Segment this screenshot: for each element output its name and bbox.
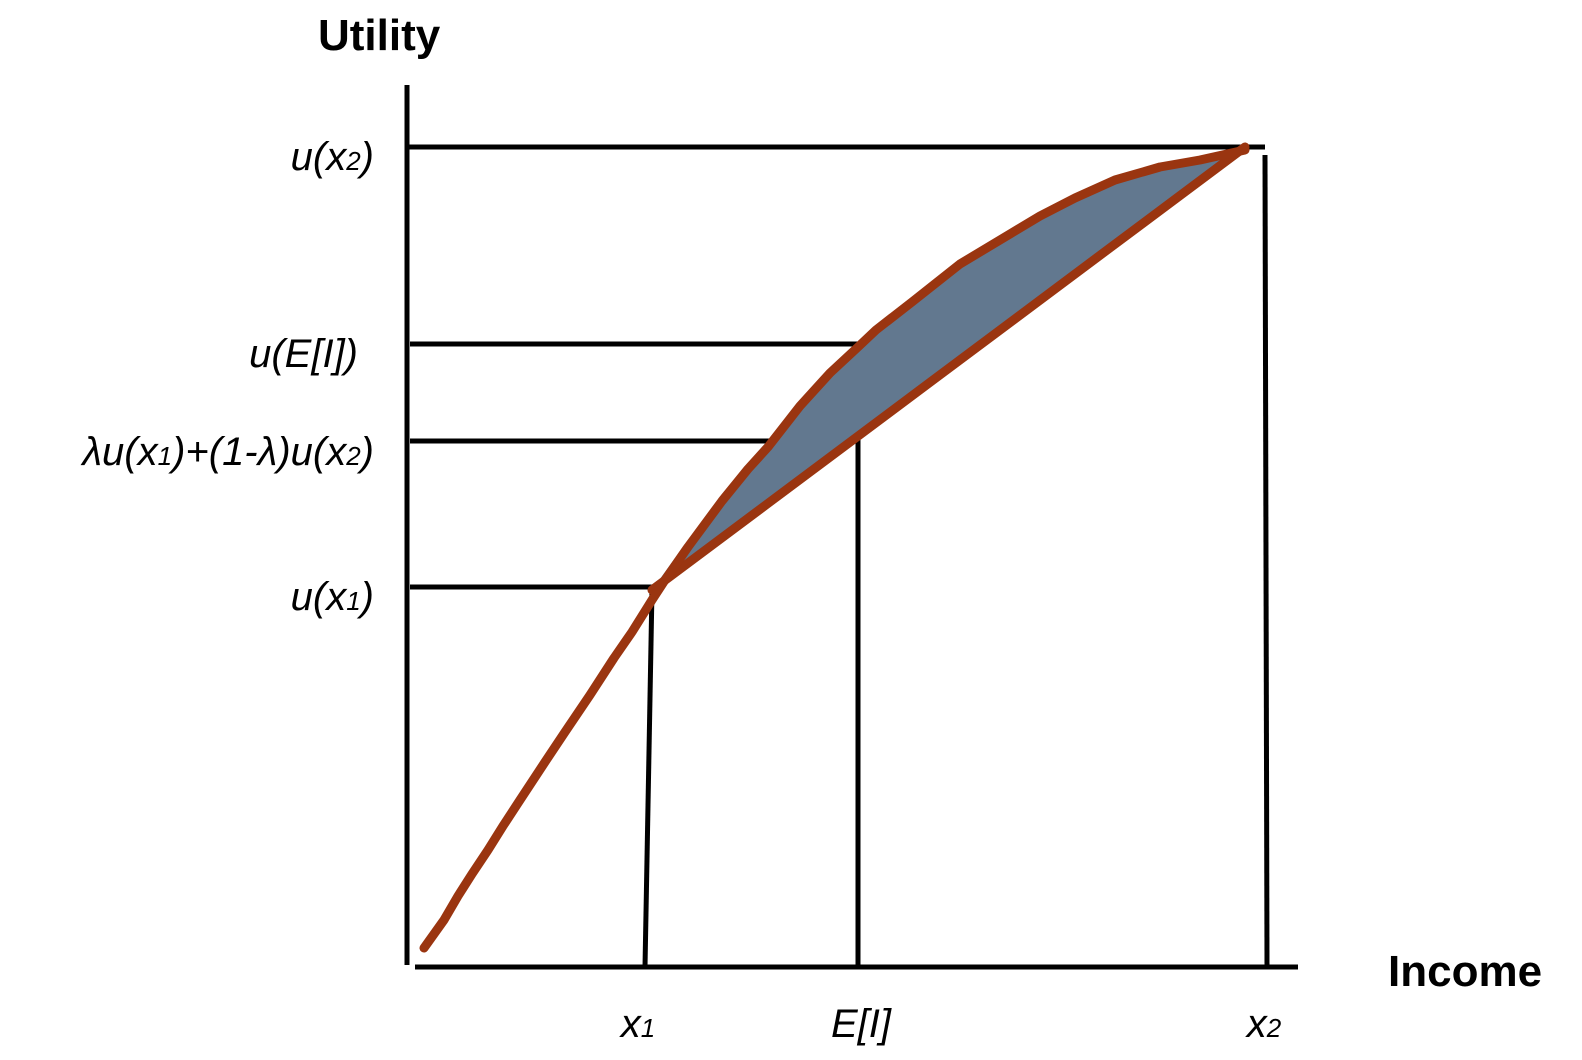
y-label-u-x2: u(x2) [291, 135, 374, 179]
y-label-u-x1: u(x1) [291, 575, 374, 619]
chord-line [647, 142, 1250, 595]
x-label-EI: E[I] [831, 1002, 892, 1046]
x-axis-title: Income [1388, 947, 1542, 996]
y-axis-title: Utility [318, 11, 441, 60]
y-label-lambda-combo: λu(x1)+(1-λ)u(x2) [80, 430, 374, 474]
x-label-x1: x1 [619, 1002, 655, 1046]
guide-x1 [642, 589, 655, 968]
x-label-x2: x2 [1245, 1002, 1282, 1046]
y-label-u-EI: u(E[I]) [249, 332, 358, 376]
guide-x2 [1262, 154, 1270, 968]
utility-curve [419, 145, 1250, 953]
